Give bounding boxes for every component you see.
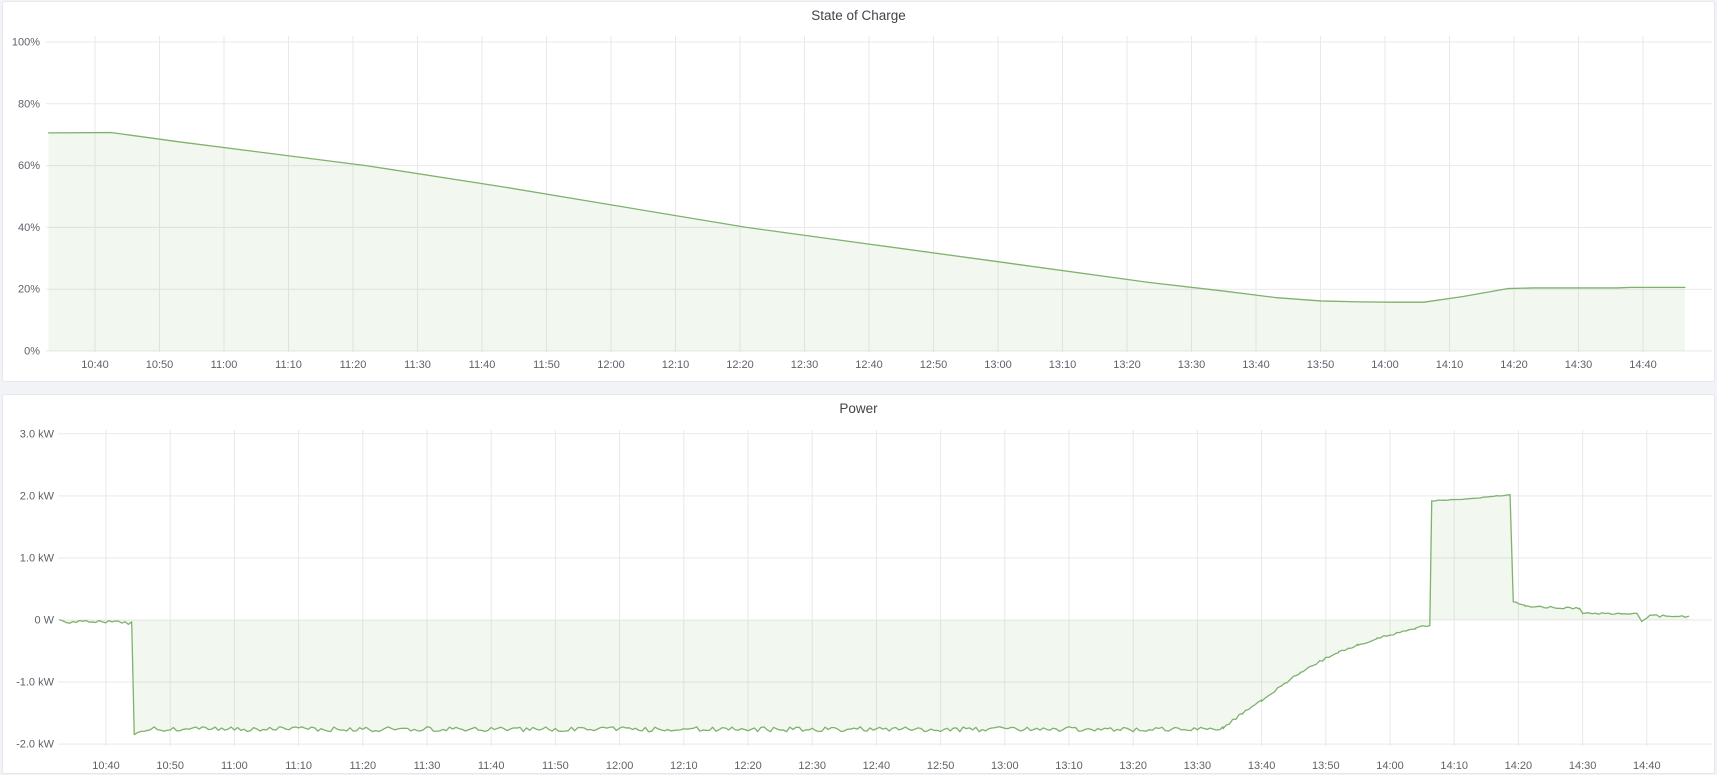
x-tick-label: 11:30	[414, 760, 441, 772]
x-tick-label: 12:50	[927, 760, 955, 772]
state-of-charge-panel-title[interactable]: State of Charge	[811, 8, 906, 23]
x-tick-label: 12:10	[670, 760, 698, 772]
x-tick-label: 11:00	[221, 760, 248, 772]
x-tick-label: 12:30	[798, 760, 826, 772]
x-tick-label: 14:20	[1500, 359, 1528, 371]
state_of_charge-chart[interactable]: 0% 20% 40% 60% 80% 100% 10:40 10:50 11:00 11:10 11…	[12, 36, 1712, 371]
x-tick-label: 13:10	[1049, 359, 1077, 371]
x-tick-label: 12:40	[863, 760, 891, 772]
y-tick-label: 2.0 kW	[20, 490, 55, 502]
x-tick-label: 13:00	[991, 760, 1019, 772]
x-tick-label: 11:10	[285, 760, 312, 772]
panel-state-of-charge[interactable]: State of Charge	[2, 1, 1715, 382]
x-tick-label: 12:10	[662, 359, 690, 371]
y-tick-label: 0 W	[34, 615, 54, 627]
x-tick-label: 14:10	[1436, 359, 1464, 371]
x-tick-label: 12:00	[597, 359, 625, 371]
x-tick-label: 10:40	[92, 760, 120, 772]
x-tick-label: 13:40	[1242, 359, 1270, 371]
y-tick-label: 0%	[24, 346, 40, 358]
x-tick-label: 13:20	[1119, 760, 1147, 772]
x-tick-label: 10:40	[81, 359, 109, 371]
x-tick-label: 14:20	[1505, 760, 1533, 772]
x-tick-label: 13:50	[1307, 359, 1335, 371]
power-plot-area[interactable]	[58, 430, 1712, 746]
x-tick-label: 12:20	[734, 760, 762, 772]
x-tick-label: 11:30	[404, 359, 431, 371]
x-tick-label: 11:50	[542, 760, 569, 772]
y-tick-label: 20%	[18, 284, 40, 296]
x-tick-label: 13:00	[984, 359, 1012, 371]
x-tick-label: 14:00	[1376, 760, 1404, 772]
x-tick-label: 14:00	[1371, 359, 1399, 371]
x-tick-label: 14:30	[1569, 760, 1597, 772]
x-tick-label: 13:50	[1312, 760, 1340, 772]
power-series-line	[59, 493, 1690, 736]
y-tick-label: 1.0 kW	[20, 552, 55, 564]
panel-power[interactable]: Power	[2, 394, 1715, 774]
state_of_charge-series-line	[47, 131, 1686, 303]
x-tick-label: 14:10	[1440, 760, 1468, 772]
state_of_charge-plot-area[interactable]	[46, 36, 1712, 352]
power-chart[interactable]: 3.0 kW 2.0 kW 1.0 kW 0 W -1.0 kW -2.0 kW 10:40…	[16, 428, 1712, 772]
x-tick-label: 13:10	[1055, 760, 1083, 772]
x-tick-label: 11:50	[533, 359, 560, 371]
x-tick-label: 11:20	[340, 359, 367, 371]
x-tick-label: 11:40	[478, 760, 505, 772]
y-tick-label: 40%	[18, 222, 40, 234]
x-tick-label: 11:40	[469, 359, 496, 371]
y-tick-label: 80%	[18, 98, 40, 110]
y-tick-label: -1.0 kW	[16, 677, 55, 689]
x-tick-label: 11:00	[211, 359, 238, 371]
x-tick-label: 12:00	[606, 760, 634, 772]
x-tick-label: 13:40	[1248, 760, 1276, 772]
state_of_charge-series-area	[48, 132, 1685, 351]
x-tick-label: 12:40	[855, 359, 883, 371]
x-tick-label: 12:50	[920, 359, 948, 371]
x-tick-label: 11:10	[275, 359, 302, 371]
power-panel-title[interactable]: Power	[839, 401, 878, 416]
y-tick-label: 60%	[18, 160, 40, 172]
x-tick-label: 14:30	[1565, 359, 1593, 371]
y-tick-label: 100%	[12, 37, 40, 49]
x-tick-label: 10:50	[156, 760, 184, 772]
x-tick-label: 12:20	[726, 359, 754, 371]
x-tick-label: 14:40	[1629, 359, 1657, 371]
y-tick-label: -2.0 kW	[16, 739, 55, 751]
x-tick-label: 13:30	[1178, 359, 1206, 371]
x-tick-label: 12:30	[791, 359, 819, 371]
x-tick-label: 10:50	[146, 359, 174, 371]
x-tick-label: 13:20	[1113, 359, 1141, 371]
x-tick-label: 13:30	[1184, 760, 1212, 772]
x-tick-label: 14:40	[1633, 760, 1661, 772]
power-series-area	[59, 494, 1689, 735]
y-tick-label: 3.0 kW	[20, 428, 55, 440]
x-tick-label: 11:20	[349, 760, 376, 772]
